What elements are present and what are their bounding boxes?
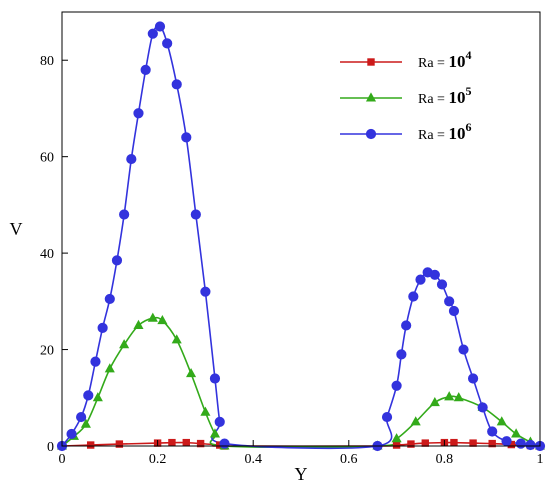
data-point-triangle	[80, 418, 91, 428]
data-point-circle	[90, 356, 101, 367]
y-tick-label: 0	[47, 440, 54, 455]
data-point-square	[450, 438, 458, 447]
axis-ticks: 0 0.2 0.4 0.6 0.8 1 0 20 40 60 80	[40, 54, 544, 467]
legend-entry: Ra = 105	[340, 84, 471, 107]
data-point-triangle	[200, 406, 211, 416]
data-point-triangle	[511, 428, 522, 438]
data-point-circle	[140, 64, 151, 75]
data-point-triangle	[147, 312, 158, 322]
data-point-circle	[381, 411, 393, 423]
data-point-triangle	[410, 416, 421, 426]
data-point-circle	[162, 38, 173, 49]
legend-label: Ra = 105	[418, 84, 471, 107]
data-point-triangle	[171, 334, 182, 344]
data-point-circle	[487, 426, 498, 437]
data-point-circle	[525, 439, 536, 451]
data-point-circle	[444, 296, 455, 307]
data-point-triangle	[391, 433, 402, 443]
data-point-circle	[104, 293, 115, 305]
x-tick-label: 0.2	[149, 452, 167, 467]
legend-entry: Ra = 104	[340, 48, 471, 71]
data-point-triangle	[496, 416, 507, 426]
plot-frame	[61, 11, 541, 447]
data-point-circle	[415, 274, 426, 285]
data-point-square	[407, 440, 415, 448]
legend-marker-triangle	[365, 92, 377, 102]
data-point-circle	[209, 373, 221, 384]
data-point-triangle	[157, 314, 168, 325]
data-point-circle	[477, 402, 488, 413]
y-axis-label: V	[10, 219, 23, 239]
data-point-circle	[219, 438, 230, 449]
data-point-circle	[119, 209, 130, 220]
data-point-circle	[171, 79, 182, 90]
data-point-triangle	[453, 392, 464, 402]
x-tick-label: 0.8	[436, 452, 454, 467]
legend-label: Ra = 104	[418, 48, 471, 71]
data-point-circle	[214, 416, 225, 427]
x-tick-label: 1	[537, 452, 544, 467]
y-tick-label: 20	[40, 344, 54, 359]
data-point-square	[182, 438, 190, 447]
data-point-triangle	[209, 428, 221, 438]
data-point-square	[488, 439, 496, 448]
data-point-triangle	[186, 368, 197, 378]
data-point-circle	[133, 108, 144, 119]
series-markers	[56, 21, 546, 452]
data-point-circle	[408, 291, 419, 302]
data-point-circle	[76, 411, 87, 423]
data-point-circle	[190, 209, 201, 220]
data-point-circle	[429, 269, 440, 280]
data-point-circle	[126, 153, 137, 165]
legend-marker-square	[367, 58, 375, 66]
data-point-circle	[436, 279, 448, 290]
data-point-circle	[111, 255, 123, 266]
y-tick-label: 80	[40, 54, 54, 69]
legend-marker-circle	[365, 128, 377, 140]
data-point-circle	[181, 132, 192, 143]
y-tick-label: 40	[40, 247, 54, 262]
legend-label: Ra = 106	[418, 120, 471, 143]
data-point-circle	[66, 428, 77, 440]
data-point-circle	[448, 305, 460, 317]
data-point-circle	[83, 390, 94, 401]
data-point-square	[421, 439, 429, 447]
data-point-triangle	[429, 396, 440, 407]
data-point-triangle	[444, 391, 455, 401]
x-tick-label: 0.4	[244, 452, 262, 467]
data-point-square	[469, 439, 477, 447]
x-tick-label: 0.6	[340, 452, 358, 467]
data-point-square	[86, 441, 95, 449]
y-tick-label: 60	[40, 151, 54, 166]
legend-entry: Ra = 106	[340, 120, 471, 143]
data-point-circle	[147, 28, 158, 39]
data-point-circle	[501, 436, 512, 447]
data-point-triangle	[133, 319, 144, 329]
data-point-square	[392, 441, 401, 449]
data-point-circle	[515, 438, 526, 449]
legend: Ra = 104 Ra = 105 Ra = 106	[340, 48, 471, 143]
data-point-triangle	[104, 363, 115, 373]
x-axis-label: Y	[295, 464, 308, 484]
data-point-circle	[200, 286, 211, 297]
data-point-square	[168, 438, 176, 447]
data-point-square	[196, 439, 205, 448]
data-point-circle	[458, 344, 469, 355]
data-point-circle	[97, 322, 108, 333]
data-point-triangle	[92, 392, 103, 402]
data-point-circle	[154, 21, 166, 32]
data-point-triangle	[119, 339, 130, 349]
x-tick-label: 0	[59, 452, 66, 467]
series-line-triangle	[61, 316, 541, 449]
data-point-circle	[467, 373, 479, 384]
data-point-circle	[396, 349, 407, 360]
data-point-circle	[391, 380, 402, 391]
data-point-circle	[401, 320, 412, 331]
data-point-square	[115, 440, 124, 448]
